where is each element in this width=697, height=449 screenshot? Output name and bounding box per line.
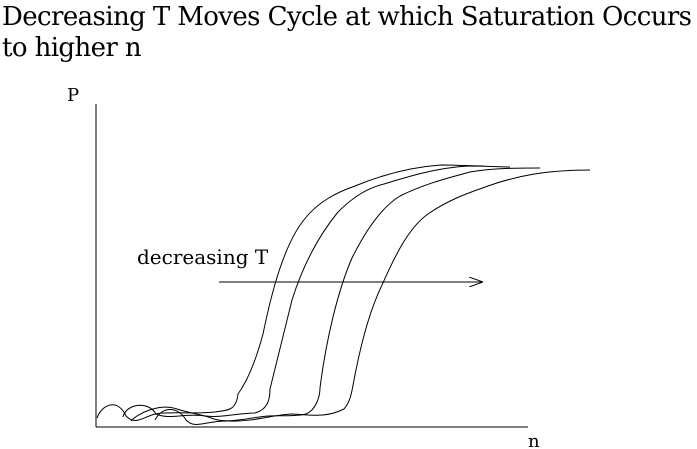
curve-1 (96, 164, 485, 421)
curve-3 (130, 167, 541, 422)
amplification-curves (96, 164, 591, 425)
title-line-1: Decreasing T Moves Cycle at which Satura… (2, 2, 692, 32)
curve-4 (154, 169, 591, 425)
curve-2 (122, 165, 511, 418)
x-axis-label: n (528, 431, 540, 449)
title-line-2: to higher n (2, 33, 142, 63)
y-axis-label: P (67, 85, 79, 106)
annotation-label: decreasing T (137, 245, 269, 269)
slide-title: Decreasing T Moves Cycle at which Satura… (2, 2, 696, 64)
